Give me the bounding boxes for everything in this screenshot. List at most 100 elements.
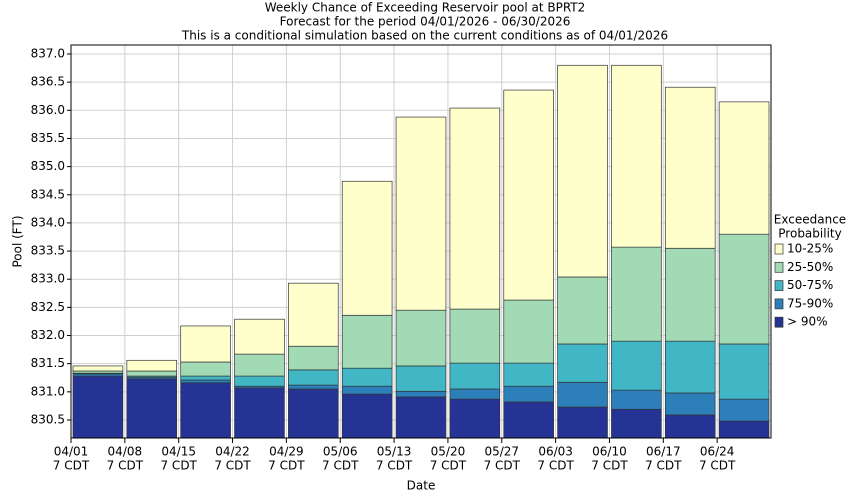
bar-segment bbox=[611, 389, 662, 410]
chart-title: This is a conditional simulation based o… bbox=[181, 29, 668, 43]
bar-segment bbox=[180, 379, 231, 384]
bar-segment bbox=[288, 345, 339, 371]
bar-segment bbox=[449, 362, 501, 390]
legend-swatch bbox=[774, 280, 784, 291]
bar-segment bbox=[395, 116, 447, 311]
y-tick-label: 830.5 bbox=[31, 412, 65, 426]
bar-segment bbox=[503, 362, 554, 387]
y-tick-label: 831.5 bbox=[31, 356, 65, 370]
bar-segment bbox=[449, 398, 501, 439]
bar-segment bbox=[611, 408, 662, 439]
y-tick-label: 834.5 bbox=[31, 187, 65, 201]
x-tick-label: 7 CDT bbox=[107, 459, 144, 473]
y-tick-label: 835.5 bbox=[31, 131, 65, 145]
x-tick-label: 04/22 bbox=[215, 445, 250, 459]
y-tick-label: 833.0 bbox=[31, 272, 65, 286]
bar-segment bbox=[180, 382, 231, 439]
bar-segment bbox=[395, 365, 447, 392]
bar-segment bbox=[72, 375, 124, 439]
bar-segment bbox=[180, 361, 231, 377]
bar-segment bbox=[611, 340, 662, 391]
bar-segment bbox=[234, 375, 285, 387]
bar-segment bbox=[664, 414, 716, 439]
bar-segment bbox=[611, 246, 662, 342]
legend-label: 75-90% bbox=[787, 296, 833, 310]
y-tick-label: 833.5 bbox=[31, 244, 65, 258]
x-tick-label: 7 CDT bbox=[645, 459, 682, 473]
x-tick-label: 04/29 bbox=[269, 445, 304, 459]
y-axis-label: Pool (FT) bbox=[11, 215, 25, 267]
x-tick-label: 06/24 bbox=[700, 445, 735, 459]
bar-segment bbox=[503, 89, 554, 301]
bar-segment bbox=[449, 308, 501, 364]
bar-segment bbox=[718, 420, 770, 439]
legend-label: 25-50% bbox=[787, 260, 833, 274]
bar-segment bbox=[557, 276, 608, 345]
x-tick-label: 7 CDT bbox=[484, 459, 521, 473]
legend-swatch bbox=[774, 316, 784, 328]
bar-segment bbox=[180, 325, 231, 363]
legend-title: Probability bbox=[778, 227, 841, 241]
bar-segment bbox=[503, 299, 554, 364]
bar-segment bbox=[503, 401, 554, 439]
legend-swatch bbox=[774, 261, 784, 273]
bar-segment bbox=[341, 367, 393, 387]
x-tick-label: 7 CDT bbox=[322, 459, 359, 473]
bar-segment bbox=[288, 282, 339, 347]
bar-segment bbox=[449, 107, 501, 310]
bar-segment bbox=[718, 343, 770, 400]
legend-swatch bbox=[774, 298, 784, 310]
x-tick-label: 05/27 bbox=[484, 445, 519, 459]
y-tick-label: 834.0 bbox=[31, 215, 65, 229]
bar-segment bbox=[288, 384, 339, 390]
bar-segment bbox=[234, 318, 285, 355]
bar-segment bbox=[288, 388, 339, 439]
x-tick-label: 05/20 bbox=[431, 445, 466, 459]
x-tick-label: 04/08 bbox=[108, 445, 143, 459]
y-tick-label: 832.5 bbox=[31, 300, 65, 314]
bar-segment bbox=[341, 314, 393, 369]
legend-label: > 90% bbox=[787, 315, 828, 329]
x-tick-label: 04/15 bbox=[161, 445, 196, 459]
y-tick-label: 836.5 bbox=[31, 75, 65, 89]
bar-segment bbox=[664, 247, 716, 342]
bar-segment bbox=[395, 396, 447, 439]
y-tick-label: 836.0 bbox=[31, 103, 65, 117]
x-tick-label: 7 CDT bbox=[376, 459, 413, 473]
bar-segment bbox=[341, 180, 393, 316]
bar-segment bbox=[288, 369, 339, 386]
x-tick-label: 7 CDT bbox=[214, 459, 251, 473]
x-tick-label: 06/03 bbox=[538, 445, 573, 459]
bar-segment bbox=[449, 388, 501, 400]
x-tick-label: 7 CDT bbox=[53, 459, 90, 473]
y-tick-label: 837.0 bbox=[31, 47, 65, 61]
bar-segment bbox=[611, 64, 662, 248]
x-tick-label: 7 CDT bbox=[537, 459, 574, 473]
bar-segment bbox=[664, 86, 716, 249]
bar-segment bbox=[395, 390, 447, 398]
bar-segment bbox=[557, 64, 608, 278]
bar-segment bbox=[395, 309, 447, 367]
legend-label: 10-25% bbox=[787, 242, 833, 256]
bar-segment bbox=[180, 375, 231, 381]
bar-segment bbox=[341, 393, 393, 439]
x-tick-label: 7 CDT bbox=[591, 459, 628, 473]
bar-segment bbox=[718, 398, 770, 422]
bar-segment bbox=[664, 340, 716, 394]
y-tick-label: 832.0 bbox=[31, 328, 65, 342]
chart-title: Weekly Chance of Exceeding Reservoir poo… bbox=[265, 1, 586, 15]
x-tick-label: 06/17 bbox=[646, 445, 681, 459]
y-tick-label: 835.0 bbox=[31, 159, 65, 173]
x-tick-label: 06/10 bbox=[592, 445, 627, 459]
x-tick-label: 05/13 bbox=[377, 445, 412, 459]
bar-segment bbox=[126, 370, 178, 377]
x-axis-label: Date bbox=[407, 479, 436, 493]
x-tick-label: 05/06 bbox=[323, 445, 358, 459]
bar-segment bbox=[341, 385, 393, 395]
plot-frame bbox=[70, 44, 772, 439]
x-tick-label: 7 CDT bbox=[160, 459, 197, 473]
x-tick-label: 7 CDT bbox=[699, 459, 736, 473]
chart-title: Forecast for the period 04/01/2026 - 06/… bbox=[280, 15, 571, 29]
